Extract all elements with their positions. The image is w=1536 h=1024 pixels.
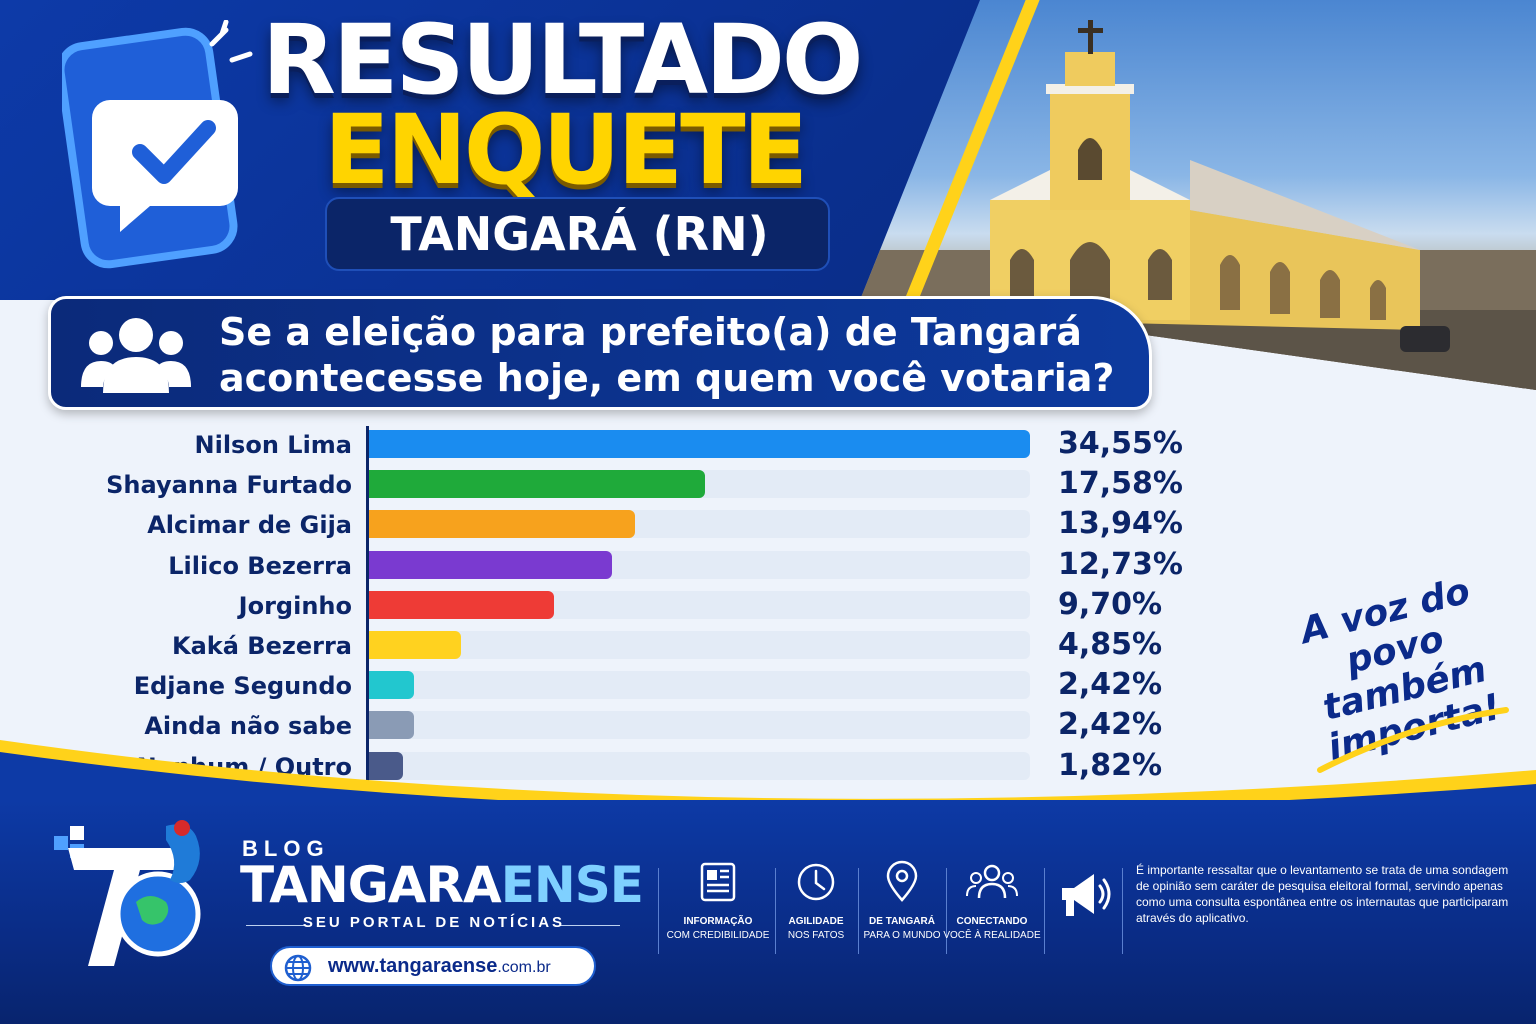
- feature-sub: COM CREDIBILIDADE: [666, 930, 770, 941]
- bar-row: Lilico Bezerra 12,73%: [0, 546, 1300, 582]
- footer-separator: [858, 868, 859, 954]
- bar-track: [368, 671, 1030, 700]
- question-line-2: acontecesse hoje, em quem você votaria?: [219, 356, 1115, 400]
- question-line-1: Se a eleição para prefeito(a) de Tangará: [219, 310, 1082, 354]
- tangaraense-logo-icon: [54, 820, 201, 966]
- title-enquete: ENQUETE: [324, 94, 808, 206]
- bar-label: Ainda não sabe: [144, 712, 352, 741]
- feature-title: CONECTANDO: [956, 916, 1028, 927]
- feature-informacao: INFORMAÇÃO COM CREDIBILIDADE: [663, 860, 773, 941]
- bar-value-label: 12,73%: [1058, 546, 1183, 582]
- website-main: www.tangaraense: [328, 955, 498, 977]
- bar-label: Shayanna Furtado: [106, 471, 352, 500]
- slogan-swoosh: [1317, 707, 1509, 773]
- bar-value-label: 2,42%: [1058, 667, 1163, 703]
- bar-row: Shayanna Furtado 17,58%: [0, 466, 1300, 502]
- feature-title: DE TANGARÁ: [869, 916, 935, 927]
- bar-track: [368, 711, 1030, 740]
- blog-word: BLOG: [242, 836, 330, 861]
- bar-row: Nilson Lima 34,55%: [0, 426, 1300, 461]
- bar-fill: [368, 711, 414, 740]
- feature-agilidade: AGILIDADE NOS FATOS: [761, 860, 871, 941]
- bar-label: Nilson Lima: [194, 431, 352, 459]
- bar-value-label: 4,85%: [1058, 627, 1163, 662]
- chart-axis-line: [366, 426, 369, 786]
- bar-value-label: 1,82%: [1058, 747, 1163, 783]
- footer-separator: [1122, 868, 1123, 954]
- footer: [0, 800, 1536, 1024]
- location-pill: TANGARÁ (RN): [325, 197, 830, 271]
- bar-fill: [368, 631, 461, 659]
- feature-sub: NOS FATOS: [787, 930, 845, 941]
- tagline: SEU PORTAL DE NOTÍCIAS: [302, 914, 566, 931]
- bar-fill: [368, 751, 403, 780]
- question-text: Se a eleição para prefeito(a) de Tangará…: [219, 309, 1139, 401]
- feature-sub: PARA O MUNDO: [863, 930, 941, 941]
- brand-name-a: TANGARA: [240, 856, 502, 914]
- title-resultado: RESULTADO: [262, 4, 863, 116]
- bar-track: [368, 751, 1030, 780]
- bar-value-label: 34,55%: [1058, 426, 1183, 461]
- megaphone-icon: [1062, 874, 1111, 916]
- brand-name-b: ENSE: [500, 856, 644, 914]
- website-link[interactable]: www.tangaraense.com.br: [270, 946, 596, 986]
- bar-label: Kaká Bezerra: [172, 632, 352, 660]
- church-photo: [860, 0, 1536, 390]
- bar-value-label: 17,58%: [1058, 466, 1183, 502]
- tagline-rule-left: [246, 925, 306, 926]
- bar-fill: [368, 430, 1030, 458]
- bar-fill: [368, 550, 612, 579]
- phone-check-icon: [62, 20, 253, 269]
- bar-fill: [368, 510, 635, 539]
- feature-sub: VOCÊ À REALIDADE: [943, 930, 1041, 941]
- newspaper-icon: [700, 862, 736, 902]
- map-pin-icon: [886, 860, 918, 902]
- footer-separator: [775, 868, 776, 954]
- website-tld: .com.br: [497, 959, 551, 976]
- bar-fill: [368, 671, 414, 700]
- feature-de-tangara: DE TANGARÁ PARA O MUNDO: [847, 860, 957, 941]
- bar-fill: [368, 590, 554, 619]
- bar-fill: [368, 470, 705, 499]
- bar-label: Lilico Bezerra: [168, 551, 352, 580]
- feature-title: INFORMAÇÃO: [683, 916, 753, 927]
- bar-row: Jorginho 9,70%: [0, 586, 1300, 622]
- website-text[interactable]: www.tangaraense.com.br: [328, 948, 551, 986]
- bar-row: Alcimar de Gija 13,94%: [0, 506, 1300, 542]
- disclaimer-text: É importante ressaltar que o levantament…: [1136, 863, 1509, 925]
- globe-icon: [284, 954, 312, 982]
- footer-separator: [658, 868, 659, 954]
- bar-value-label: 2,42%: [1058, 707, 1163, 743]
- bar-value-label: 9,70%: [1058, 586, 1163, 622]
- location-text: TANGARÁ (RN): [390, 207, 769, 261]
- question-banner: Se a eleição para prefeito(a) de Tangará…: [48, 296, 1152, 410]
- bar-row: Ainda não sabe 2,42%: [0, 707, 1300, 743]
- brand-name: TANGARAENSE: [240, 856, 644, 914]
- bar-row: Edjane Segundo 2,42%: [0, 667, 1300, 703]
- bar-track: [368, 631, 1030, 659]
- people-connect-icon: [966, 864, 1018, 899]
- footer-separator: [946, 868, 947, 954]
- bar-label: Edjane Segundo: [133, 672, 352, 701]
- bar-label: Alcimar de Gija: [147, 511, 352, 540]
- feature-title: AGILIDADE: [788, 916, 844, 927]
- footer-separator: [1044, 868, 1045, 954]
- people-group-icon: [81, 318, 191, 393]
- bar-value-label: 13,94%: [1058, 506, 1183, 542]
- tagline-rule-right: [560, 925, 620, 926]
- clock-icon: [797, 863, 835, 901]
- bar-label: Jorginho: [238, 591, 352, 620]
- feature-conectando: CONECTANDO VOCÊ À REALIDADE: [937, 860, 1047, 941]
- bar-row: Kaká Bezerra 4,85%: [0, 627, 1300, 662]
